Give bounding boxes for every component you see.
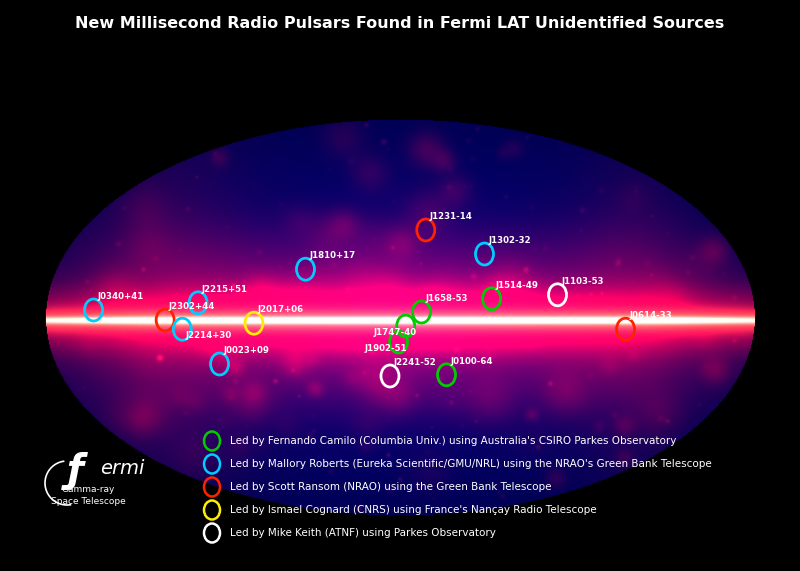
Text: J1810+17: J1810+17 <box>309 251 355 260</box>
Text: Led by Fernando Camilo (Columbia Univ.) using Australia's CSIRO Parkes Observato: Led by Fernando Camilo (Columbia Univ.) … <box>230 436 676 446</box>
Text: J1747-40: J1747-40 <box>374 328 417 337</box>
Text: ermi: ermi <box>100 459 144 477</box>
Text: J0023+09: J0023+09 <box>223 346 269 355</box>
Text: J0100-64: J0100-64 <box>450 357 493 366</box>
Text: New Millisecond Radio Pulsars Found in Fermi LAT Unidentified Sources: New Millisecond Radio Pulsars Found in F… <box>75 15 725 30</box>
Text: J1103-53: J1103-53 <box>561 277 604 286</box>
Text: J2214+30: J2214+30 <box>186 331 232 340</box>
Text: J1658-53: J1658-53 <box>425 294 467 303</box>
Text: J2215+51: J2215+51 <box>202 285 248 294</box>
Text: J1902-51: J1902-51 <box>364 344 406 353</box>
Text: J1231-14: J1231-14 <box>430 212 472 221</box>
Text: J1514-49: J1514-49 <box>495 281 538 290</box>
Text: ƒ: ƒ <box>66 452 83 490</box>
Text: Led by Mallory Roberts (Eureka Scientific/GMU/NRL) using the NRAO's Green Bank T: Led by Mallory Roberts (Eureka Scientifi… <box>230 459 712 469</box>
Text: Led by Mike Keith (ATNF) using Parkes Observatory: Led by Mike Keith (ATNF) using Parkes Ob… <box>230 528 496 538</box>
Text: Led by Ismael Cognard (CNRS) using France's Nançay Radio Telescope: Led by Ismael Cognard (CNRS) using Franc… <box>230 505 597 515</box>
Text: Gamma-ray: Gamma-ray <box>62 485 114 493</box>
Text: J0614-33: J0614-33 <box>629 311 672 320</box>
Text: J2302+44: J2302+44 <box>169 302 215 311</box>
Text: J0340+41: J0340+41 <box>97 292 143 301</box>
Text: Led by Scott Ransom (NRAO) using the Green Bank Telescope: Led by Scott Ransom (NRAO) using the Gre… <box>230 482 551 492</box>
Text: J1302-32: J1302-32 <box>488 236 530 245</box>
Text: J2241-52: J2241-52 <box>394 358 436 367</box>
Text: J2017+06: J2017+06 <box>258 305 304 315</box>
Text: Space Telescope: Space Telescope <box>50 497 126 505</box>
